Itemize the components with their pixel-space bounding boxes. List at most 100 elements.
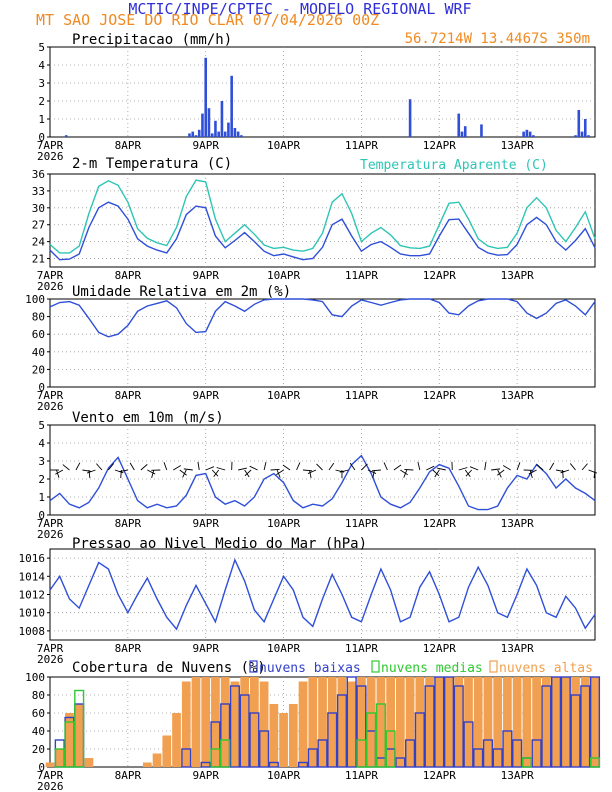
cloud-bar-nuvens-altas bbox=[269, 704, 279, 767]
precip-bar bbox=[233, 128, 237, 137]
wind-barb bbox=[147, 469, 156, 475]
wind-barb bbox=[536, 464, 544, 471]
precip-bar bbox=[577, 110, 581, 137]
cloud-bar-nuvens-medias bbox=[64, 721, 75, 768]
cloud-bar-nuvens-altas bbox=[240, 677, 250, 767]
clouds-y-tick-label: 20 bbox=[32, 743, 45, 756]
cloud-bar-nuvens-medias bbox=[366, 712, 377, 768]
wind-barb bbox=[434, 469, 440, 478]
humidity-y-tick-label: 80 bbox=[32, 311, 45, 324]
temperature-y-tick-label: 36 bbox=[32, 168, 45, 181]
cloud-bar-nuvens-baixas bbox=[346, 676, 357, 768]
clouds-y-tick-label: 40 bbox=[32, 725, 45, 738]
precip-bar bbox=[236, 131, 240, 137]
temperature-x-tick-label: 11APR bbox=[345, 269, 378, 282]
precip-bar bbox=[480, 124, 483, 137]
pressure-year-label: 2026 bbox=[37, 653, 64, 666]
precip-y-tick-label: 3 bbox=[38, 77, 45, 90]
precip-x-tick-label: 10APR bbox=[267, 139, 300, 152]
wind-barb bbox=[62, 464, 70, 471]
wind-barb bbox=[244, 469, 252, 477]
wind-barb bbox=[197, 461, 200, 471]
cloud-legend-label: nuvens altas bbox=[499, 661, 593, 676]
cloud-bar-nuvens-altas bbox=[318, 677, 327, 767]
humidity-x-tick-label: 11APR bbox=[345, 389, 378, 402]
humidity-x-tick-label: 8APR bbox=[115, 389, 142, 402]
wind-barb bbox=[56, 469, 60, 478]
wind-barb bbox=[593, 469, 596, 479]
wind-barb bbox=[432, 469, 440, 477]
wind-x-tick-label: 13APR bbox=[501, 517, 534, 530]
precip-bar bbox=[223, 131, 227, 137]
cloud-bar-nuvens-altas bbox=[541, 677, 551, 767]
wind-barb bbox=[393, 464, 402, 471]
precip-title: Precipitacao (mm/h) bbox=[72, 32, 232, 48]
precip-bar bbox=[528, 131, 532, 137]
clouds-x-tick-label: 13APR bbox=[501, 769, 534, 782]
humidity-x-tick-label: 10APR bbox=[267, 389, 300, 402]
precip-x-tick-label: 7APR bbox=[37, 139, 64, 152]
cloud-bar-nuvens-altas bbox=[65, 713, 74, 767]
pressure-x-tick-label: 11APR bbox=[345, 642, 378, 655]
wind-barb bbox=[569, 463, 576, 471]
precip-x-tick-label: 13APR bbox=[501, 139, 534, 152]
precip-bar bbox=[201, 113, 204, 137]
precip-bar bbox=[191, 131, 195, 137]
wind-barb bbox=[349, 462, 356, 471]
pressure-title: Pressao ao Nivel Medio do Mar (hPa) bbox=[72, 536, 367, 552]
wind-x-tick-label: 11APR bbox=[345, 517, 378, 530]
pressure-y-tick-label: 1012 bbox=[19, 589, 46, 602]
clouds-y-tick-label: 80 bbox=[32, 689, 45, 702]
cloud-bar-nuvens-medias bbox=[521, 757, 532, 768]
precip-bar bbox=[240, 135, 243, 137]
cloud-bar-nuvens-baixas bbox=[570, 694, 581, 768]
cloud-bar-nuvens-baixas bbox=[200, 761, 211, 768]
wind-barb bbox=[400, 469, 408, 476]
cloud-bar-nuvens-medias bbox=[210, 748, 221, 768]
cloud-bar-nuvens-baixas bbox=[405, 739, 416, 768]
apparent-temperature-line bbox=[49, 179, 596, 254]
temperature-year-label: 2026 bbox=[37, 280, 64, 293]
precip-y-tick-label: 5 bbox=[38, 41, 45, 54]
wind-barb bbox=[129, 462, 135, 471]
pressure-x-tick-label: 13APR bbox=[501, 642, 534, 655]
cloud-bar-nuvens-altas bbox=[308, 677, 318, 767]
cloud-bar-nuvens-altas bbox=[376, 677, 386, 767]
cloud-bar-nuvens-altas bbox=[288, 704, 298, 767]
cloud-bar-nuvens-altas bbox=[84, 758, 94, 767]
wind-barb bbox=[270, 468, 280, 471]
cloud-legend-swatch bbox=[249, 660, 258, 673]
wind-y-tick-label: 0 bbox=[38, 509, 45, 522]
wind-barb bbox=[371, 469, 381, 472]
temperature-x-tick-label: 9APR bbox=[192, 269, 219, 282]
wind-barb bbox=[436, 467, 446, 471]
precip-bar bbox=[580, 131, 584, 137]
precip-y-tick-label: 0 bbox=[38, 131, 45, 144]
cloud-bar-nuvens-baixas bbox=[307, 748, 318, 768]
temperature-y-tick-label: 27 bbox=[32, 219, 45, 232]
wind-barb bbox=[417, 461, 421, 471]
wind-barb bbox=[502, 465, 511, 471]
humidity-year-label: 2026 bbox=[37, 400, 64, 413]
cloud-bar-nuvens-baixas bbox=[181, 748, 192, 768]
wind-barb bbox=[151, 469, 155, 478]
cloud-bar-nuvens-altas bbox=[473, 677, 483, 767]
wind-barb bbox=[549, 462, 555, 471]
pressure-x-tick-label: 8APR bbox=[115, 642, 142, 655]
precip-bar bbox=[230, 75, 233, 137]
temperature-line bbox=[49, 201, 596, 261]
wind-barb bbox=[96, 463, 103, 471]
cloud-bar-nuvens-altas bbox=[298, 681, 308, 767]
cloud-legend-label: nuvens baixas bbox=[259, 661, 361, 676]
cloud-bar-nuvens-altas bbox=[454, 677, 464, 767]
cloud-bar-nuvens-baixas bbox=[453, 685, 464, 768]
cloud-bar-nuvens-altas bbox=[580, 677, 590, 767]
cloud-bar-nuvens-medias bbox=[356, 739, 367, 768]
wind-barb bbox=[497, 469, 505, 476]
humidity-x-tick-label: 9APR bbox=[192, 389, 219, 402]
pressure-x-tick-label: 12APR bbox=[423, 642, 456, 655]
cloud-bar-nuvens-altas bbox=[503, 677, 512, 767]
wind-y-tick-label: 5 bbox=[38, 419, 45, 432]
pressure-y-tick-label: 1014 bbox=[19, 570, 46, 583]
wind-barb bbox=[296, 462, 301, 471]
